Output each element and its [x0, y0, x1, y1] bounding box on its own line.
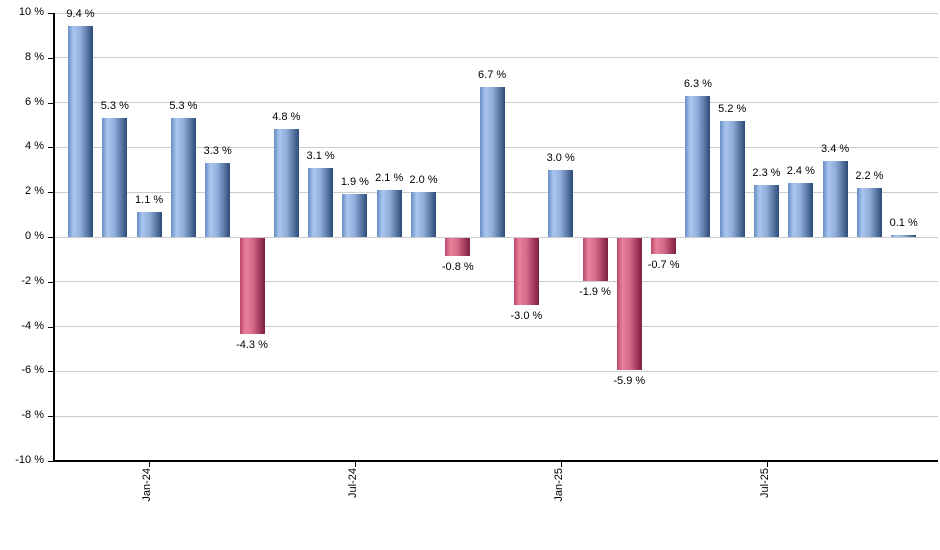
bar [342, 194, 368, 237]
x-axis-label: Jan-24 [141, 468, 154, 502]
bar [616, 238, 642, 371]
bar-value-label: 2.0 % [409, 174, 438, 187]
bar [754, 185, 779, 237]
y-axis-label: 4 % [25, 140, 44, 153]
y-axis-label: 6 % [25, 95, 44, 108]
bar [891, 234, 917, 237]
bar-value-label: 6.3 % [683, 77, 712, 90]
y-axis-label: -8 % [21, 409, 44, 422]
bar-value-label: 1.1 % [135, 194, 164, 207]
y-axis-tick [48, 461, 53, 462]
bar [719, 120, 745, 237]
bar [788, 183, 814, 237]
y-axis-label: 10 % [18, 6, 44, 18]
y-axis-line [53, 13, 55, 462]
bar-value-label: 3.3 % [203, 145, 232, 158]
bar-value-label: 2.4 % [786, 165, 815, 178]
grid-line [55, 12, 938, 14]
y-axis-tick [48, 147, 53, 149]
x-axis-label: Jan-25 [552, 468, 565, 502]
bar [445, 238, 471, 256]
y-axis-label: 0 % [25, 230, 44, 242]
grid-line [55, 57, 938, 59]
bar-value-label: 3.1 % [306, 149, 335, 162]
x-axis-tick [354, 462, 356, 467]
y-axis-label: -2 % [21, 274, 44, 287]
bar [308, 167, 334, 237]
y-axis-tick [48, 192, 53, 194]
y-axis-tick [48, 57, 53, 59]
bar-value-label: 3.4 % [821, 142, 850, 155]
bar [273, 129, 299, 237]
y-axis-tick [48, 102, 53, 104]
bar-value-label: 5.3 % [169, 100, 198, 113]
bar [479, 86, 505, 237]
y-axis-tick [48, 416, 53, 418]
bar [68, 26, 93, 237]
bar-value-label: -0.7 % [647, 258, 680, 271]
bar-value-label: 5.2 % [718, 102, 747, 115]
bar [856, 187, 882, 237]
bar [411, 192, 436, 237]
bar [651, 238, 677, 254]
x-axis-line [53, 460, 938, 462]
grid-line [55, 370, 938, 372]
bar [205, 163, 231, 237]
y-axis-tick [48, 326, 53, 328]
bar-value-label: 2.3 % [752, 167, 781, 180]
y-axis-tick [48, 237, 53, 238]
bar-value-label: 1.9 % [340, 176, 369, 189]
bar-value-label: 6.7 % [478, 68, 507, 81]
bar-value-label: -5.9 % [613, 375, 646, 388]
y-axis-label: -4 % [21, 319, 44, 332]
bar-value-label: 4.8 % [272, 111, 301, 124]
bar-value-label: -0.8 % [441, 260, 474, 273]
y-axis-tick [48, 371, 53, 373]
bar [822, 160, 848, 237]
grid-line [55, 281, 938, 283]
x-axis-tick [149, 462, 151, 467]
bar-value-label: 9.4 % [66, 8, 95, 21]
bar-value-label: 0.1 % [889, 216, 918, 229]
bar-value-label: 2.1 % [375, 171, 404, 184]
bar-value-label: -3.0 % [510, 310, 543, 323]
grid-line [55, 326, 938, 328]
x-axis-tick [766, 462, 768, 467]
bar [136, 212, 162, 237]
x-axis-label: Jul-25 [758, 468, 771, 498]
bar [376, 189, 402, 237]
y-axis-label: 2 % [25, 185, 44, 198]
y-axis-label: -6 % [21, 364, 44, 377]
y-axis-label: -10 % [15, 454, 44, 466]
bar-value-label: 3.0 % [546, 151, 575, 164]
bar-value-label: -1.9 % [579, 285, 611, 298]
bar-value-label: 5.3 % [100, 100, 129, 113]
bar [239, 238, 265, 335]
bar [582, 238, 608, 281]
grid-line [55, 236, 938, 238]
grid-line [55, 415, 938, 417]
bar [513, 238, 539, 306]
bar-value-label: 2.2 % [855, 169, 884, 182]
y-axis-tick [48, 13, 53, 14]
bar [102, 118, 128, 237]
y-axis-label: 8 % [25, 50, 44, 63]
bar [548, 169, 574, 237]
bar-value-label: -4.3 % [236, 339, 268, 352]
bar [685, 95, 711, 237]
bar [170, 118, 196, 237]
x-axis-tick [560, 462, 562, 467]
x-axis-label: Jul-24 [346, 468, 359, 498]
y-axis-tick [48, 281, 53, 283]
